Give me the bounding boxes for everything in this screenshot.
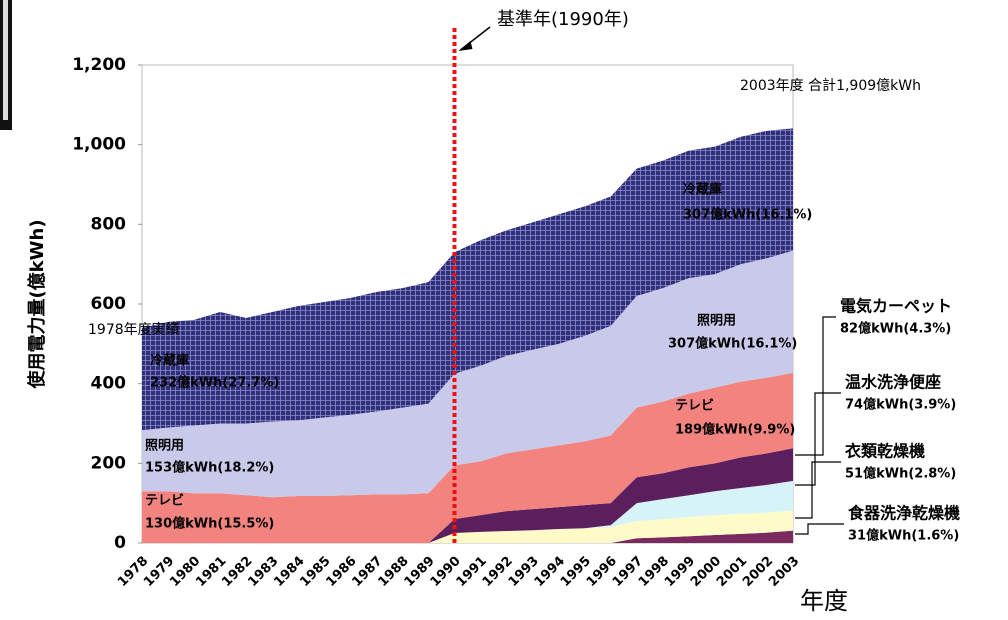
series-name: 電気カーペット bbox=[840, 297, 952, 316]
series-label: 51億kWh(2.8%) bbox=[845, 466, 956, 482]
y-tick-label: 600 bbox=[91, 294, 127, 314]
area bbox=[142, 530, 793, 543]
annotation: テレビ bbox=[675, 398, 714, 414]
annotation: 冷蔵庫 bbox=[150, 353, 189, 369]
series-label: 74億kWh(3.9%) bbox=[845, 397, 956, 413]
annotation: 1978年度実績 bbox=[88, 322, 180, 338]
y-tick-label: 800 bbox=[91, 214, 127, 234]
annotation: 307億kWh(16.1%) bbox=[683, 207, 812, 223]
area bbox=[142, 480, 793, 543]
annotation: 130億kWh(15.5%) bbox=[145, 516, 274, 532]
annotation: 2003年度 合計1,909億kWh bbox=[740, 78, 921, 94]
series-name: 温水洗浄便座 bbox=[844, 373, 941, 392]
annotation: 189億kWh(9.9%) bbox=[675, 422, 795, 438]
y-tick-label: 1,000 bbox=[72, 135, 126, 155]
x-tick-label: 2003 bbox=[766, 554, 802, 590]
annotation: 照明用 bbox=[145, 439, 184, 454]
edge-artifact bbox=[3, 0, 8, 120]
series-label: 82億kWh(4.3%) bbox=[840, 321, 951, 337]
annotation: テレビ bbox=[145, 493, 184, 509]
area bbox=[142, 510, 793, 543]
connector bbox=[795, 461, 841, 519]
annotation: 232億kWh(27.7%) bbox=[150, 375, 279, 391]
annotation: 照明用 bbox=[697, 314, 736, 329]
x-axis-label: 年度 bbox=[800, 587, 848, 615]
y-tick-label: 400 bbox=[91, 374, 127, 394]
y-tick-label: 0 bbox=[114, 533, 126, 553]
y-tick-label: 1,200 bbox=[72, 55, 126, 75]
annotation: 冷蔵庫 bbox=[683, 182, 722, 198]
series-name: 衣類乾燥機 bbox=[845, 442, 925, 461]
connector bbox=[795, 316, 836, 456]
connector bbox=[795, 392, 841, 486]
area bbox=[142, 372, 793, 543]
series-label: 31億kWh(1.6%) bbox=[848, 528, 959, 544]
area bbox=[142, 448, 793, 543]
y-axis-label: 使用電力量(億kWh) bbox=[26, 219, 48, 389]
reference-arrow-head bbox=[458, 41, 473, 51]
reference-label: 基準年(1990年) bbox=[497, 9, 629, 30]
annotation: 307億kWh(16.1%) bbox=[668, 336, 797, 352]
area bbox=[142, 250, 793, 498]
area bbox=[142, 128, 793, 431]
connector bbox=[795, 523, 844, 535]
annotation: 153億kWh(18.2%) bbox=[145, 460, 274, 476]
series-name: 食器洗浄乾燥機 bbox=[847, 504, 960, 523]
y-tick-label: 200 bbox=[91, 453, 127, 473]
